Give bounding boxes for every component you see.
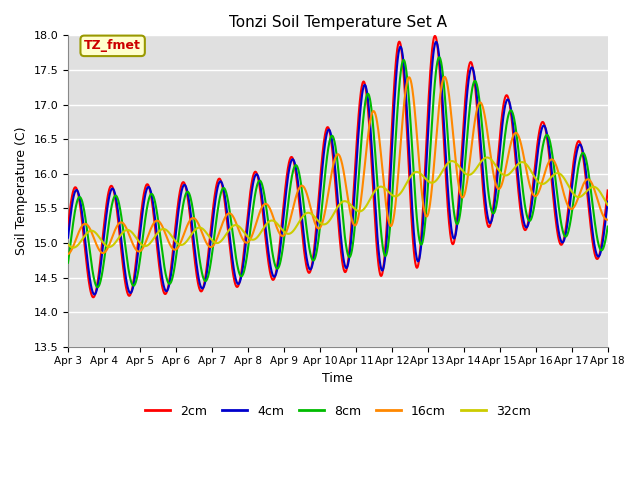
Title: Tonzi Soil Temperature Set A: Tonzi Soil Temperature Set A: [229, 15, 447, 30]
Legend: 2cm, 4cm, 8cm, 16cm, 32cm: 2cm, 4cm, 8cm, 16cm, 32cm: [140, 400, 536, 423]
Y-axis label: Soil Temperature (C): Soil Temperature (C): [15, 127, 28, 255]
X-axis label: Time: Time: [323, 372, 353, 385]
Text: TZ_fmet: TZ_fmet: [84, 39, 141, 52]
